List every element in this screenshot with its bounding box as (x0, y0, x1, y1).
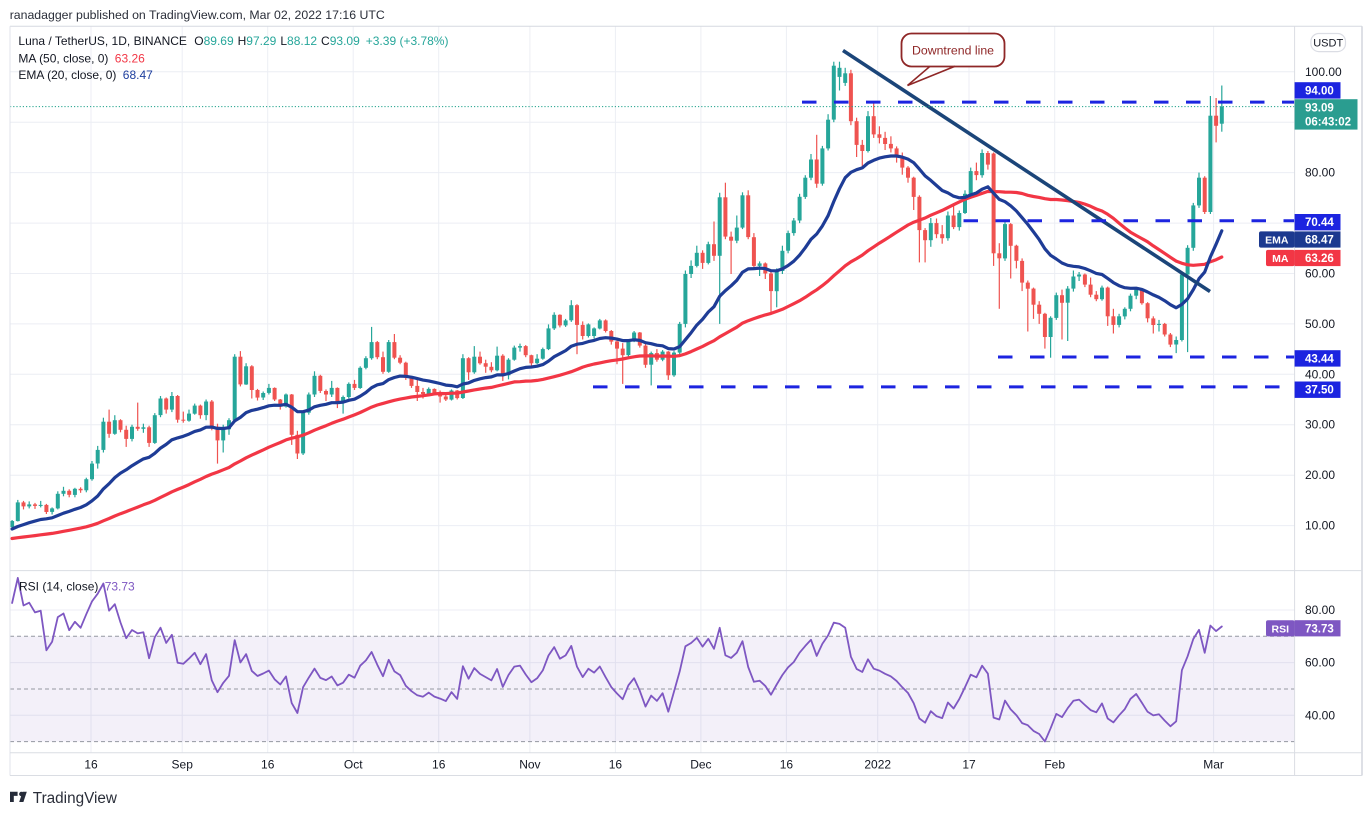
svg-text:Nov: Nov (519, 758, 540, 772)
svg-text:MA: MA (1272, 253, 1289, 265)
svg-text:10.00: 10.00 (1305, 519, 1335, 533)
svg-text:68.47: 68.47 (1305, 235, 1334, 247)
svg-text:RSI: RSI (1272, 623, 1290, 635)
svg-text:17: 17 (962, 758, 976, 772)
svg-text:16: 16 (432, 758, 446, 772)
svg-text:60.00: 60.00 (1305, 656, 1335, 670)
svg-text:RSI (14, close) 73.73: RSI (14, close) 73.73 (19, 579, 135, 593)
svg-text:16: 16 (84, 758, 98, 772)
svg-text:80.00: 80.00 (1305, 166, 1335, 180)
svg-text:40.00: 40.00 (1305, 367, 1335, 381)
svg-text:16: 16 (609, 758, 623, 772)
svg-text:63.26: 63.26 (1305, 253, 1334, 265)
svg-text:Sep: Sep (172, 758, 194, 772)
svg-text:94.00: 94.00 (1305, 85, 1334, 97)
svg-text:16: 16 (780, 758, 794, 772)
svg-text:37.50: 37.50 (1305, 385, 1334, 397)
svg-text:73.73: 73.73 (1305, 623, 1334, 635)
svg-text:EMA (20, close, 0) 68.47: EMA (20, close, 0) 68.47 (18, 68, 153, 82)
svg-text:16: 16 (261, 758, 275, 772)
svg-text:Downtrend line: Downtrend line (912, 44, 994, 58)
svg-text:40.00: 40.00 (1305, 708, 1335, 722)
svg-text:Feb: Feb (1044, 758, 1065, 772)
svg-text:2022: 2022 (864, 758, 891, 772)
svg-text:100.00: 100.00 (1305, 65, 1342, 79)
svg-text:Luna / TetherUS, 1D, BINANCE O: Luna / TetherUS, 1D, BINANCE O89.69 H97.2… (18, 34, 448, 48)
svg-text:EMA: EMA (1265, 235, 1289, 247)
svg-text:30.00: 30.00 (1305, 418, 1335, 432)
svg-text:70.44: 70.44 (1305, 217, 1334, 229)
svg-text:80.00: 80.00 (1305, 603, 1335, 617)
svg-text:Oct: Oct (344, 758, 363, 772)
svg-text:ranadagger published on Tradin: ranadagger published on TradingView.com,… (10, 8, 385, 22)
svg-text:50.00: 50.00 (1305, 317, 1335, 331)
svg-text:43.44: 43.44 (1305, 353, 1334, 365)
svg-text:MA (50, close, 0) 63.26: MA (50, close, 0) 63.26 (18, 52, 145, 66)
svg-text:60.00: 60.00 (1305, 267, 1335, 281)
svg-text:93.09: 93.09 (1305, 102, 1334, 114)
svg-text:Mar: Mar (1203, 758, 1224, 772)
svg-text:20.00: 20.00 (1305, 468, 1335, 482)
svg-text:USDT: USDT (1313, 37, 1343, 49)
svg-text:06:43:02: 06:43:02 (1305, 116, 1351, 128)
svg-text:Dec: Dec (690, 758, 711, 772)
svg-text:TradingView: TradingView (33, 790, 118, 807)
